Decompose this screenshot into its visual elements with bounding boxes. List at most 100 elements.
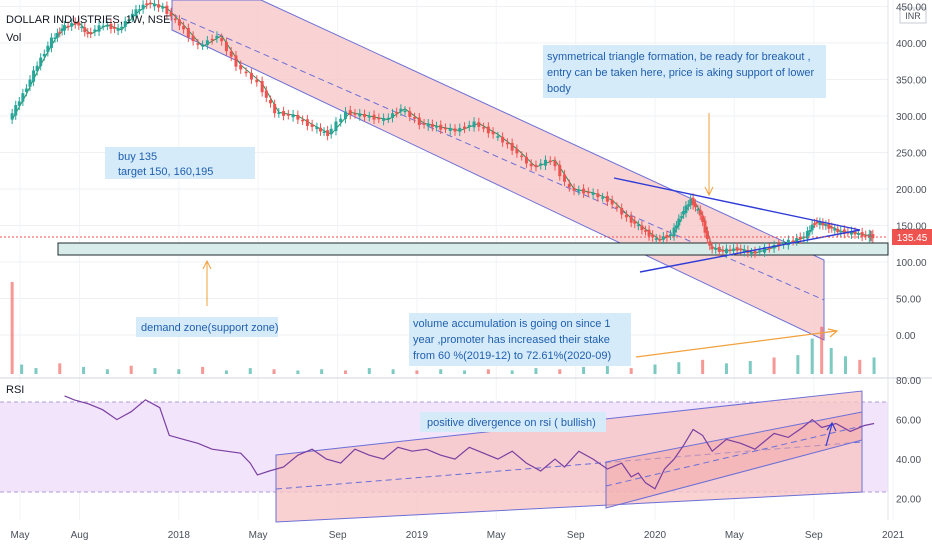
- rsi-channel-inner: [605, 411, 863, 509]
- candle-body: [558, 164, 562, 177]
- candle-body: [339, 118, 343, 123]
- volume-bar: [367, 368, 371, 374]
- candle-body: [824, 224, 828, 227]
- candle-body: [496, 136, 500, 138]
- candle-body: [186, 28, 190, 38]
- candle-body: [301, 119, 305, 122]
- volume-bar: [10, 281, 14, 374]
- candle-body: [417, 117, 421, 126]
- candle-body: [152, 3, 156, 7]
- candle-body: [343, 111, 347, 119]
- volume-bar: [858, 359, 862, 374]
- candle-body: [753, 251, 757, 254]
- candle-body: [677, 218, 681, 226]
- candle-body: [191, 35, 195, 42]
- candle-body: [691, 197, 695, 206]
- time-tick-label: May: [11, 530, 30, 541]
- buy-annotation-line1: buy 135: [118, 151, 157, 163]
- candle-body: [86, 32, 90, 34]
- triangle-annotation-line2: entry can be taken here, price is aking …: [547, 67, 815, 79]
- candle-body: [177, 19, 181, 26]
- candle-body: [849, 231, 853, 235]
- candle-body: [467, 125, 471, 127]
- volume-bar: [224, 370, 228, 374]
- rsi-channel-wide: [275, 390, 863, 523]
- triangle-arrow: [704, 113, 714, 197]
- candle-body: [682, 210, 686, 215]
- candle-body: [77, 22, 81, 26]
- candle-body: [842, 229, 846, 234]
- candle-body: [386, 117, 390, 120]
- candle-body: [268, 99, 272, 104]
- candle-body: [515, 148, 519, 154]
- rsi-channel-inner-mid: [605, 425, 863, 487]
- candle-body: [860, 232, 864, 237]
- volume-trend-arrow: [635, 328, 839, 358]
- candle-body: [510, 143, 514, 151]
- candle-body: [732, 248, 736, 252]
- candle-body: [491, 131, 495, 135]
- triangle-annotation-line1: symmetrical triangle formation, be ready…: [547, 51, 811, 63]
- candle-body: [548, 160, 552, 163]
- candle-body: [643, 230, 647, 232]
- candle-body: [629, 216, 633, 223]
- candle-body: [636, 224, 640, 227]
- candle-body: [109, 23, 113, 30]
- volume-annotation-line3: from 60 %(2019-12) to 72.61%(2020-09): [413, 350, 611, 362]
- candles: [10, 0, 875, 258]
- demand-arrow: [202, 259, 212, 306]
- candle-body: [39, 57, 43, 66]
- candle-body: [698, 209, 702, 216]
- last-price-tag: [892, 229, 932, 245]
- candle-body: [326, 130, 330, 137]
- volume-bar: [105, 369, 109, 374]
- rsi-tick-label: 60.00: [896, 416, 921, 427]
- candle-body: [651, 234, 655, 238]
- candle-body: [448, 127, 452, 131]
- candle-body: [93, 29, 97, 32]
- candle-body: [145, 3, 149, 5]
- last-price-label: 135.45: [897, 233, 928, 244]
- candle-body: [703, 220, 707, 233]
- candle-body: [32, 70, 36, 82]
- volume-bar: [20, 364, 24, 374]
- candle-body: [395, 111, 399, 114]
- volume-annotation-line1: volume accumulation is going on since 1: [413, 318, 611, 330]
- candle-body: [640, 225, 644, 231]
- candle-body: [161, 7, 165, 9]
- volume-bar: [772, 357, 776, 374]
- candle-body: [134, 9, 138, 16]
- candle-body: [443, 127, 447, 130]
- candle-body: [529, 163, 533, 167]
- candle-body: [123, 20, 127, 27]
- volume-bar: [653, 364, 657, 374]
- candle-body: [665, 234, 669, 238]
- price-tick-label: 250.00: [896, 149, 927, 160]
- volume-bar: [677, 362, 681, 374]
- candle-body: [610, 199, 614, 205]
- candle-body: [596, 193, 600, 198]
- candle-body: [795, 238, 799, 242]
- time-tick-label: 2018: [168, 530, 191, 541]
- demand-zone: [57, 242, 889, 256]
- time-tick-label: May: [725, 530, 744, 541]
- candle-body: [430, 124, 434, 127]
- candle-body: [798, 236, 802, 240]
- price-tick-label: 450.00: [896, 3, 927, 14]
- volume-bar: [248, 368, 252, 374]
- rsi-annotation: positive divergence on rsi ( bullish): [427, 417, 596, 429]
- candle-body: [735, 247, 739, 251]
- volume-bar: [558, 369, 562, 374]
- candle-body: [696, 209, 700, 211]
- candle-body: [728, 249, 732, 251]
- candle-body: [291, 114, 295, 118]
- volume-bar: [796, 355, 800, 374]
- time-tick-label: Sep: [329, 530, 347, 541]
- candle-body: [808, 230, 812, 232]
- candle-body: [601, 197, 605, 199]
- rsi-tick-label: 40.00: [896, 455, 921, 466]
- rsi-label: RSI: [6, 384, 24, 396]
- candle-body: [148, 2, 152, 5]
- candle-body: [624, 214, 628, 218]
- price-tick-label: 0.00: [896, 331, 916, 342]
